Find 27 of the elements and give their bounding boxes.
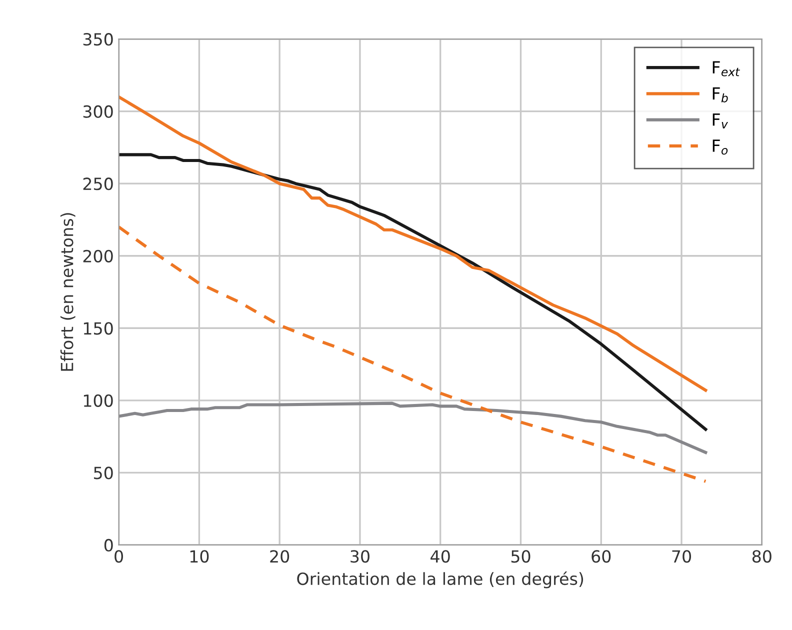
line-series xyxy=(118,402,708,454)
x-tick-label: 10 xyxy=(190,550,209,563)
y-axis-title: Effort (en newtons) xyxy=(60,213,76,371)
y-tick-label: 100 xyxy=(84,394,113,407)
y-tick-label: 150 xyxy=(84,322,113,335)
x-tick-label: 80 xyxy=(752,550,772,563)
x-tick-label: 70 xyxy=(672,550,692,563)
x-tick-label: 40 xyxy=(430,550,450,563)
y-tick-label: 300 xyxy=(83,105,113,118)
x-tick-label: 60 xyxy=(592,550,611,563)
line-series xyxy=(118,95,708,392)
legend-label: F$_{v}$ xyxy=(712,113,728,128)
x-axis-title: Orientation de la lame (en degrés) xyxy=(297,571,584,588)
x-tick-label: 50 xyxy=(511,550,530,563)
x-tick-label: 0 xyxy=(114,550,123,563)
legend-label: F$_{b}$ xyxy=(712,87,728,102)
y-tick-label: 350 xyxy=(83,33,113,46)
y-tick-label: 50 xyxy=(94,466,113,480)
x-tick-label: 30 xyxy=(350,550,370,563)
y-tick-label: 200 xyxy=(83,250,113,262)
y-tick-label: 0 xyxy=(104,538,113,552)
line-series xyxy=(118,153,708,431)
y-tick-label: 250 xyxy=(83,178,113,190)
line-series xyxy=(118,225,708,483)
x-tick-label: 20 xyxy=(270,550,290,563)
legend-label: F$_{o}$ xyxy=(712,140,728,155)
legend-label: F$_{ext}$ xyxy=(712,61,740,76)
